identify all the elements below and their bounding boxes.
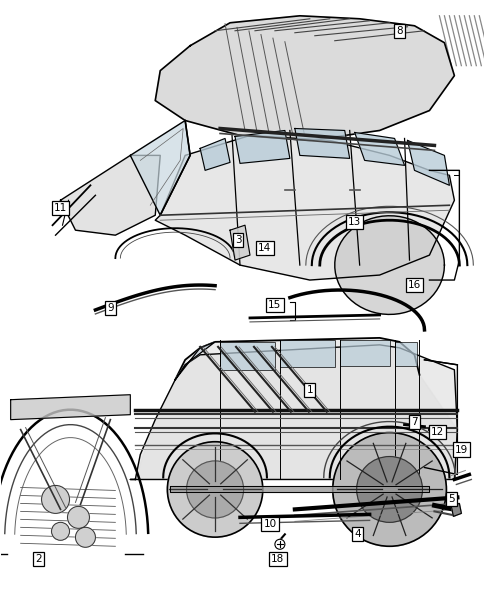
Polygon shape <box>130 345 456 479</box>
Circle shape <box>42 485 69 514</box>
Polygon shape <box>294 128 349 158</box>
Text: 18: 18 <box>271 554 284 564</box>
Text: 8: 8 <box>395 26 402 36</box>
Polygon shape <box>451 504 460 517</box>
Polygon shape <box>130 121 190 215</box>
Polygon shape <box>279 340 334 367</box>
Circle shape <box>274 540 284 550</box>
Text: 10: 10 <box>263 519 276 530</box>
Circle shape <box>76 527 95 547</box>
Text: 9: 9 <box>107 303 113 313</box>
Polygon shape <box>334 216 443 315</box>
Text: 13: 13 <box>348 217 361 227</box>
Circle shape <box>67 507 89 528</box>
Text: 7: 7 <box>410 416 417 426</box>
Text: 5: 5 <box>447 494 454 504</box>
Polygon shape <box>170 487 428 492</box>
Text: 14: 14 <box>258 243 271 253</box>
Text: 1: 1 <box>306 385 313 395</box>
Polygon shape <box>200 138 229 170</box>
Text: 16: 16 <box>407 280 420 290</box>
Polygon shape <box>220 342 274 370</box>
Polygon shape <box>235 131 289 163</box>
Text: 4: 4 <box>354 530 360 540</box>
Circle shape <box>167 442 262 537</box>
Text: 3: 3 <box>234 235 241 245</box>
Polygon shape <box>11 395 130 419</box>
Circle shape <box>356 456 422 522</box>
Polygon shape <box>155 135 454 280</box>
Polygon shape <box>155 16 454 140</box>
Circle shape <box>186 461 243 518</box>
Polygon shape <box>130 338 456 479</box>
Polygon shape <box>407 140 449 186</box>
Polygon shape <box>60 155 160 235</box>
Circle shape <box>51 522 69 540</box>
Polygon shape <box>175 342 214 380</box>
Polygon shape <box>354 133 404 166</box>
Text: 11: 11 <box>54 203 67 213</box>
Polygon shape <box>339 340 389 366</box>
Text: 12: 12 <box>430 426 443 436</box>
Polygon shape <box>229 225 249 260</box>
Polygon shape <box>394 342 416 366</box>
Text: 15: 15 <box>268 300 281 310</box>
Text: 2: 2 <box>35 554 42 564</box>
Circle shape <box>332 432 445 546</box>
Text: 19: 19 <box>454 445 467 455</box>
